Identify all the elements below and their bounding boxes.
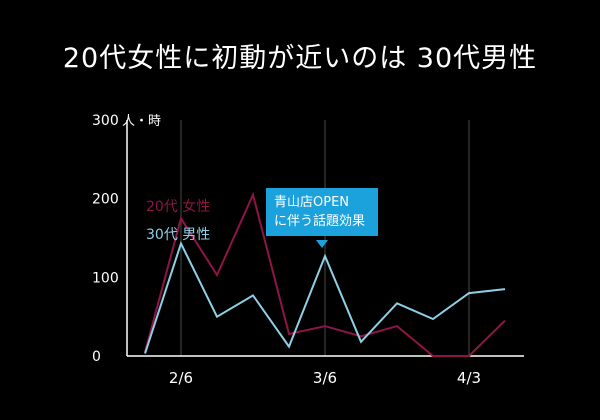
annotation-callout: 青山店OPEN に伴う話題効果	[266, 188, 378, 236]
grid-lines	[180, 120, 470, 356]
series-lines	[144, 191, 506, 357]
annotation-line-2: に伴う話題効果	[274, 214, 366, 229]
series-label-20s-female: 20代 女性	[146, 199, 211, 215]
x-tick-label-1: 3/6	[313, 369, 337, 387]
x-tick-label-0: 2/6	[169, 369, 193, 387]
y-axis-ticks: 0 100 200 300 人・時	[92, 113, 161, 365]
y-tick-label-100: 100	[92, 270, 119, 286]
y-tick-label-0: 0	[92, 349, 101, 365]
x-axis-ticks: 2/6 3/6 4/3	[169, 369, 481, 387]
y-tick-label-300: 300	[92, 113, 119, 129]
y-axis-unit: 人・時	[122, 114, 161, 129]
annotation-line-1: 青山店OPEN	[274, 195, 350, 210]
series-label-30s-male: 30代 男性	[146, 227, 211, 243]
series-line-0	[144, 191, 506, 357]
x-tick-label-2: 4/3	[457, 369, 481, 387]
y-tick-label-200: 200	[92, 192, 119, 208]
annotation-pointer	[316, 240, 328, 248]
series-line-1	[144, 240, 506, 354]
chart-title: 20代女性に初動が近いのは 30代男性	[62, 43, 538, 74]
